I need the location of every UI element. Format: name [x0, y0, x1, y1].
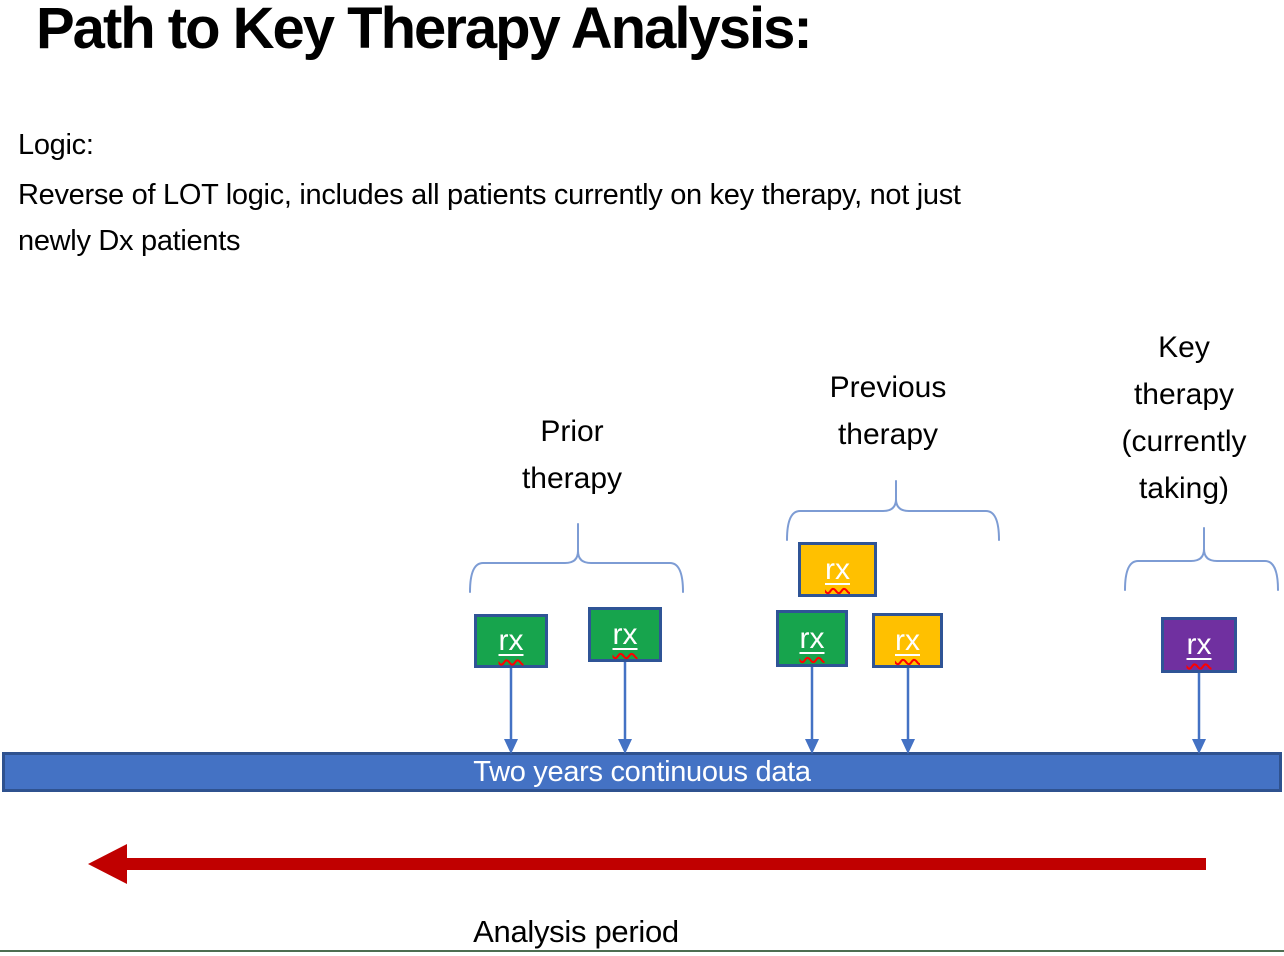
rx-box-prior-2: rx: [588, 607, 662, 662]
rx-label: rx: [498, 624, 524, 657]
rx-box-previous-green: rx: [776, 610, 848, 667]
key-therapy-brace: [1124, 548, 1279, 591]
rx-label: rx: [612, 617, 638, 651]
analysis-period-arrowhead: [88, 844, 127, 884]
timeline-bar: Two years continuous data: [2, 752, 1282, 792]
logic-heading: Logic:: [18, 129, 94, 161]
group-label-key-therapy: Key therapy (currently taking): [1121, 331, 1247, 505]
rx-box-prior-1: rx: [474, 614, 548, 668]
rx-label: rx: [895, 623, 920, 657]
group-label-previous-therapy: Previous therapy: [829, 371, 947, 451]
page-title: Path to Key Therapy Analysis:: [36, 0, 813, 61]
timeline-label: Two years continuous data: [473, 755, 811, 788]
rx-box-previous-yellow: rx: [872, 613, 943, 668]
rx-label: rx: [825, 552, 850, 586]
analysis-period-label: Analysis period: [473, 914, 679, 949]
rx-label: rx: [1186, 628, 1212, 661]
previous-therapy-brace: [786, 498, 1000, 541]
logic-description-line-2: newly Dx patients: [18, 225, 241, 257]
rx-box-key-therapy: rx: [1161, 617, 1237, 673]
rx-box-previous-top: rx: [798, 542, 877, 597]
group-label-prior-therapy: Prior therapy: [521, 415, 623, 495]
bottom-edge-line: [0, 950, 1284, 952]
prior-therapy-brace: [469, 550, 684, 593]
logic-description-line-1: Reverse of LOT logic, includes all patie…: [18, 179, 961, 211]
rx-label: rx: [799, 621, 825, 655]
